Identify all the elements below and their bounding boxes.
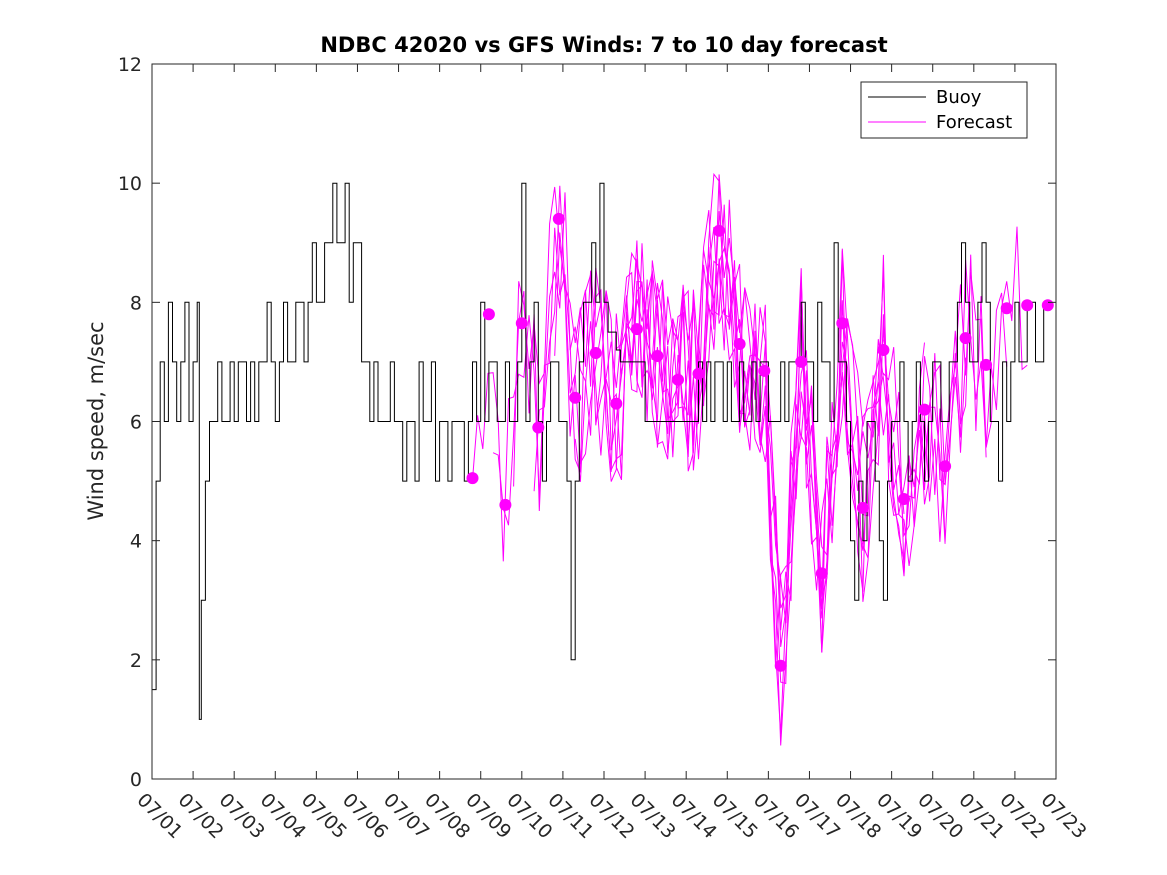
forecast-point [532, 421, 545, 434]
y-axis-label: Wind speed, m/sec [84, 321, 108, 520]
forecast-point [815, 567, 828, 580]
forecast-point [795, 355, 808, 368]
forecast-point [836, 317, 849, 330]
forecast-lines [472, 172, 1028, 746]
y-tick-label: 8 [130, 292, 142, 314]
forecast-point [672, 373, 684, 386]
forecast-point [630, 323, 643, 336]
forecast-line [615, 204, 1028, 609]
forecast-line [513, 186, 925, 653]
y-tick-label: 6 [130, 412, 142, 434]
forecast-point [569, 391, 582, 404]
forecast-point [610, 397, 623, 410]
y-tick-label: 12 [118, 54, 142, 76]
forecast-point [1000, 302, 1013, 315]
y-tick-label: 10 [118, 173, 142, 195]
forecast-point [1041, 299, 1054, 312]
y-tick-label: 2 [130, 650, 142, 672]
forecast-point [959, 332, 972, 345]
forecast-point [515, 317, 528, 330]
forecast-point [980, 358, 993, 371]
legend: Buoy Forecast [860, 81, 1028, 139]
forecast-point [856, 501, 869, 514]
forecast-point [482, 308, 495, 321]
forecast-point [589, 347, 602, 359]
legend-buoy-label: Buoy [936, 87, 982, 108]
chart-title: NDBC 42020 vs GFS Winds: 7 to 10 day for… [320, 33, 887, 57]
forecast-point [918, 403, 931, 416]
forecast-point [692, 367, 705, 380]
forecast-point [1021, 299, 1034, 312]
forecast-line [574, 174, 987, 669]
forecast-point [466, 472, 479, 485]
forecast-point [651, 350, 664, 362]
y-tick-label: 4 [130, 531, 142, 553]
forecast-point [877, 344, 890, 356]
forecast-line [595, 172, 1008, 631]
legend-box [860, 81, 1028, 139]
forecast-points [466, 212, 1054, 672]
forecast-point [733, 338, 746, 350]
forecast-point [758, 364, 771, 377]
buoy-line [152, 182, 1052, 720]
forecast-point [774, 659, 787, 672]
forecast-point [552, 212, 565, 225]
y-tick-label: 0 [130, 769, 142, 791]
legend-forecast-label: Forecast [936, 112, 1012, 133]
forecast-point [898, 493, 910, 505]
forecast-point [713, 224, 726, 237]
buoy-series [152, 182, 1052, 720]
forecast-point [499, 498, 512, 511]
forecast-point [939, 460, 952, 473]
